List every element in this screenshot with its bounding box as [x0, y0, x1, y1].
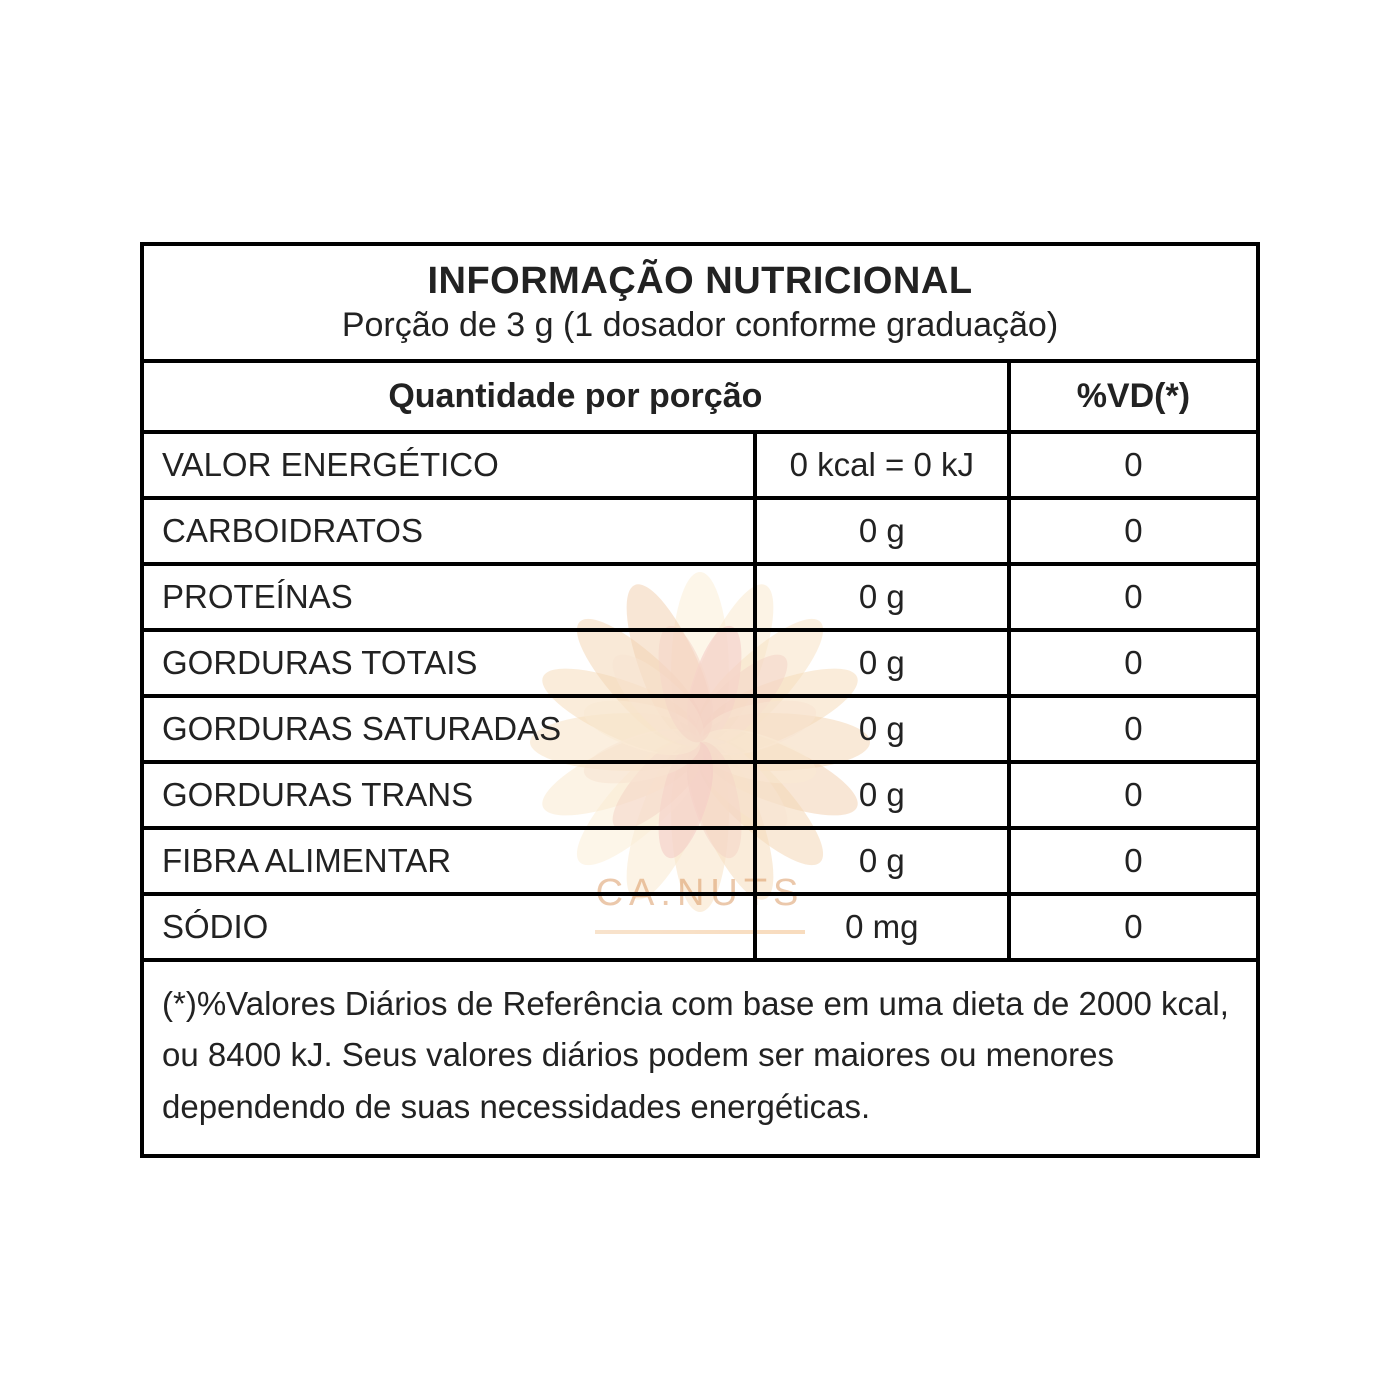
- table-title: INFORMAÇÃO NUTRICIONAL: [152, 260, 1248, 303]
- row-vd: 0: [1009, 498, 1258, 564]
- table-row: VALOR ENERGÉTICO 0 kcal = 0 kJ 0: [142, 432, 1258, 498]
- row-value: 0 g: [755, 564, 1009, 630]
- row-label: SÓDIO: [142, 894, 755, 960]
- footnote-cell: (*)%Valores Diários de Referência com ba…: [142, 960, 1258, 1155]
- row-label: VALOR ENERGÉTICO: [142, 432, 755, 498]
- row-value: 0 mg: [755, 894, 1009, 960]
- nutrition-table: INFORMAÇÃO NUTRICIONAL Porção de 3 g (1 …: [140, 242, 1260, 1157]
- row-value: 0 g: [755, 630, 1009, 696]
- row-vd: 0: [1009, 828, 1258, 894]
- row-vd: 0: [1009, 696, 1258, 762]
- row-label: CARBOIDRATOS: [142, 498, 755, 564]
- table-row: CARBOIDRATOS 0 g 0: [142, 498, 1258, 564]
- table-row: GORDURAS TRANS 0 g 0: [142, 762, 1258, 828]
- table-row: GORDURAS SATURADAS 0 g 0: [142, 696, 1258, 762]
- table-row: SÓDIO 0 mg 0: [142, 894, 1258, 960]
- row-label: GORDURAS SATURADAS: [142, 696, 755, 762]
- table-row: PROTEÍNAS 0 g 0: [142, 564, 1258, 630]
- row-vd: 0: [1009, 432, 1258, 498]
- row-label: GORDURAS TOTAIS: [142, 630, 755, 696]
- row-vd: 0: [1009, 894, 1258, 960]
- row-vd: 0: [1009, 564, 1258, 630]
- table-row: FIBRA ALIMENTAR 0 g 0: [142, 828, 1258, 894]
- row-value: 0 g: [755, 498, 1009, 564]
- footnote-text: (*)%Valores Diários de Referência com ba…: [162, 978, 1238, 1131]
- row-value: 0 g: [755, 828, 1009, 894]
- row-value: 0 kcal = 0 kJ: [755, 432, 1009, 498]
- subheader-quantity: Quantidade por porção: [142, 361, 1009, 432]
- row-label: FIBRA ALIMENTAR: [142, 828, 755, 894]
- row-value: 0 g: [755, 696, 1009, 762]
- header-cell: INFORMAÇÃO NUTRICIONAL Porção de 3 g (1 …: [142, 244, 1258, 361]
- subheader-vd: %VD(*): [1009, 361, 1258, 432]
- row-vd: 0: [1009, 762, 1258, 828]
- row-label: GORDURAS TRANS: [142, 762, 755, 828]
- table-row: GORDURAS TOTAIS 0 g 0: [142, 630, 1258, 696]
- table-subtitle: Porção de 3 g (1 dosador conforme gradua…: [152, 303, 1248, 349]
- row-label: PROTEÍNAS: [142, 564, 755, 630]
- row-vd: 0: [1009, 630, 1258, 696]
- row-value: 0 g: [755, 762, 1009, 828]
